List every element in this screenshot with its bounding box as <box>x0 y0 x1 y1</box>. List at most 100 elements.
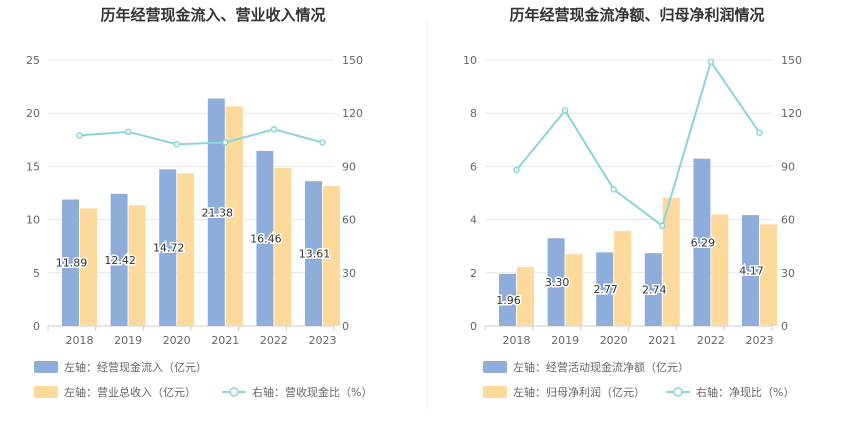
bar-secondary-2021 <box>225 106 243 326</box>
left-tick-label: 0 <box>33 320 40 333</box>
bar-data-label: 13.61 <box>299 248 331 261</box>
left-tick-label: 0 <box>470 320 477 333</box>
legend-item-2: 左轴：归母净利润（亿元） <box>483 385 645 399</box>
ratio-point-2023 <box>319 139 326 146</box>
x-tick-label: 2021 <box>211 334 239 347</box>
x-tick-label: 2022 <box>697 334 725 347</box>
bar-data-label: 1.96 <box>496 294 521 307</box>
bar-secondary-2023 <box>760 224 777 326</box>
right-tick-label: 90 <box>342 160 356 173</box>
legend-item-3: 右轴：净现比（%） <box>666 385 794 399</box>
right-tick-label: 0 <box>342 320 349 333</box>
right-tick-label: 30 <box>342 267 356 280</box>
x-tick-label: 2021 <box>648 334 676 347</box>
bar-secondary-2022 <box>274 167 292 326</box>
x-tick-label: 2023 <box>746 334 774 347</box>
x-tick-label: 2023 <box>309 334 337 347</box>
bar-primary-2021 <box>207 98 225 326</box>
bar-secondary-2018 <box>517 266 534 326</box>
bar-data-label: 6.29 <box>691 236 716 249</box>
legend-marker <box>229 387 239 397</box>
bar-secondary-2020 <box>614 230 632 326</box>
legend-label: 左轴：归母净利润（亿元） <box>513 385 645 399</box>
bar-data-label: 4.17 <box>739 265 764 278</box>
bar-primary-2022 <box>693 158 711 326</box>
legend-marker <box>673 387 683 397</box>
right-tick-label: 30 <box>781 267 795 280</box>
right-tick-label: 60 <box>342 214 356 227</box>
left-tick-label: 2 <box>470 267 477 280</box>
ratio-point-2023 <box>756 129 763 136</box>
bar-data-label: 16.46 <box>250 232 282 245</box>
x-tick-label: 2018 <box>66 334 94 347</box>
legend-swatch <box>483 386 507 398</box>
legend-label: 左轴：经营活动现金流净额（亿元） <box>513 360 689 374</box>
bar-secondary-2019 <box>128 205 146 326</box>
left-tick-label: 4 <box>470 214 477 227</box>
chart-title: 历年经营现金流入、营业收入情况 <box>100 6 325 24</box>
left-tick-label: 20 <box>26 107 40 120</box>
left-tick-label: 10 <box>26 214 40 227</box>
bar-primary-2019 <box>110 193 128 326</box>
right-tick-label: 150 <box>781 54 802 67</box>
ratio-point-2018 <box>513 166 520 174</box>
right-tick-label: 0 <box>781 320 788 333</box>
ratio-point-2022 <box>270 126 278 133</box>
legend-label: 左轴：营业总收入（亿元） <box>64 385 196 399</box>
bar-secondary-2018 <box>80 208 97 326</box>
x-tick-label: 2020 <box>600 334 628 347</box>
bar-primary-2018 <box>62 199 79 326</box>
right-tick-label: 120 <box>781 107 802 120</box>
left-tick-label: 6 <box>470 160 477 173</box>
ratio-point-2021 <box>659 222 666 230</box>
left-tick-label: 8 <box>470 107 477 120</box>
bar-primary-2019 <box>547 238 565 326</box>
bar-data-label: 21.38 <box>202 206 234 219</box>
bar-primary-2021 <box>644 253 662 326</box>
ratio-point-2020 <box>173 140 180 148</box>
bar-secondary-2019 <box>565 254 583 326</box>
x-tick-label: 2022 <box>260 334 288 347</box>
right-tick-label: 120 <box>342 107 363 120</box>
ratio-point-2020 <box>610 186 617 193</box>
legend-swatch <box>483 361 507 373</box>
legend-swatch <box>34 386 58 398</box>
x-tick-label: 2018 <box>503 334 531 347</box>
legend-item-2: 左轴：营业总收入（亿元） <box>34 385 196 399</box>
bar-primary-2018 <box>499 273 516 326</box>
ratio-point-2019 <box>124 128 132 136</box>
bar-primary-2023 <box>305 181 322 326</box>
legend-label: 右轴：净现比（%） <box>696 385 794 399</box>
bar-secondary-2023 <box>323 186 340 326</box>
bar-primary-2022 <box>256 150 274 326</box>
left-tick-label: 10 <box>463 54 477 67</box>
left-tick-label: 15 <box>26 160 40 173</box>
bar-secondary-2022 <box>711 214 729 326</box>
bar-secondary-2021 <box>662 197 680 326</box>
right-tick-label: 60 <box>781 214 795 227</box>
ratio-line <box>79 128 323 146</box>
legend-item-3: 右轴：营收现金比（%） <box>222 385 372 399</box>
chart-title: 历年经营现金流净额、归母净利润情况 <box>509 6 764 24</box>
ratio-point-2019 <box>561 107 569 114</box>
bar-data-label: 3.30 <box>545 276 570 289</box>
bar-secondary-2020 <box>177 173 195 326</box>
bar-primary-2020 <box>596 252 614 326</box>
right-tick-label: 150 <box>342 54 363 67</box>
legend-swatch <box>34 361 58 373</box>
bar-primary-2020 <box>159 169 177 326</box>
bar-data-label: 12.42 <box>104 254 136 267</box>
x-tick-label: 2020 <box>163 334 191 347</box>
right-tick-label: 90 <box>781 160 795 173</box>
legend-item-1: 左轴：经营现金流入（亿元） <box>34 360 207 374</box>
bar-data-label: 14.72 <box>153 242 185 255</box>
x-tick-label: 2019 <box>114 334 142 347</box>
legend-label: 左轴：经营现金流入（亿元） <box>64 360 207 374</box>
bar-data-label: 2.77 <box>593 283 618 296</box>
left-tick-label: 5 <box>33 267 40 280</box>
legend-item-1: 左轴：经营活动现金流净额（亿元） <box>483 360 689 374</box>
chart-2: 历年经营现金流净额、归母净利润情况 0 0 2 30 4 60 6 90 8 120 10 150 201… <box>463 6 802 399</box>
bar-primary-2023 <box>742 215 759 326</box>
